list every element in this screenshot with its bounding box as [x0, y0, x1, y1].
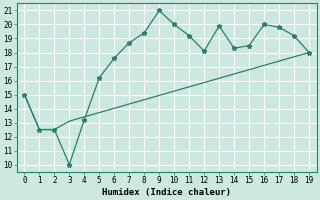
X-axis label: Humidex (Indice chaleur): Humidex (Indice chaleur)	[102, 188, 231, 197]
